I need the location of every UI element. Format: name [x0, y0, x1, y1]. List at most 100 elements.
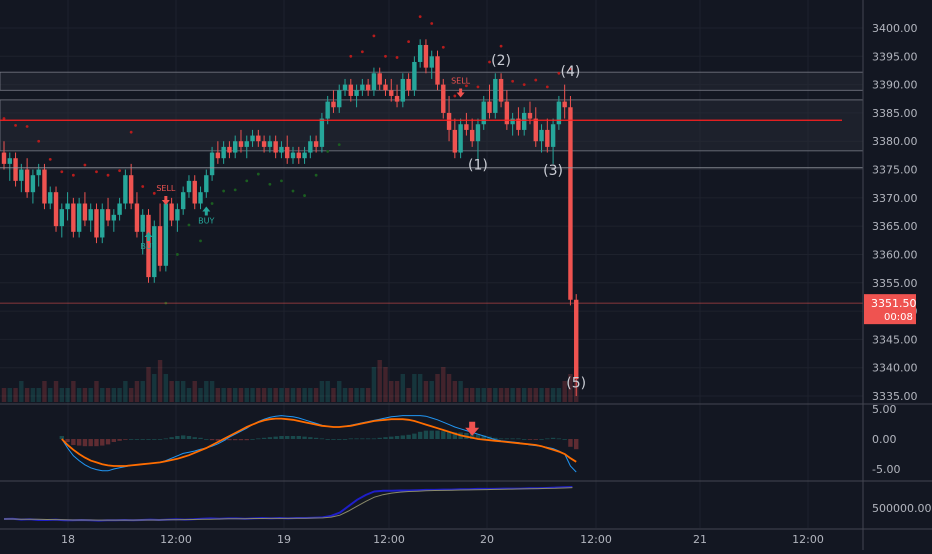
volume-bar — [394, 381, 400, 402]
sar-dot — [430, 22, 434, 25]
macd-histogram-bar — [562, 439, 567, 440]
macd-histogram-bar — [71, 439, 76, 445]
price-tick-label: 3360.00 — [872, 248, 918, 261]
macd-histogram-bar — [527, 439, 533, 440]
volume-bar — [539, 388, 544, 402]
sar-dot — [152, 191, 156, 195]
sar-dot — [441, 45, 445, 49]
macd-histogram-bar — [192, 437, 197, 439]
candle-body — [53, 192, 59, 227]
macd-histogram-bar — [533, 439, 538, 440]
candle-body — [469, 129, 475, 142]
volume-bar — [417, 374, 423, 402]
volume-bar — [88, 388, 93, 402]
macd-histogram-bar — [285, 436, 290, 439]
volume-bar — [383, 367, 388, 402]
volume-bar — [325, 381, 330, 402]
candle-body — [42, 169, 47, 204]
volume-bar — [111, 388, 117, 402]
volume-bar — [192, 381, 197, 402]
volume-bar — [290, 388, 296, 402]
candle-body — [198, 192, 203, 204]
volume-bar — [13, 388, 18, 402]
candle-body — [76, 203, 82, 232]
buy-signal-label: BUY — [140, 242, 156, 251]
volume-bar — [400, 374, 406, 402]
candle-body — [568, 107, 573, 300]
macd-histogram-bar — [261, 437, 267, 439]
candle-body — [238, 141, 244, 147]
sar-dot — [488, 60, 491, 64]
macd-histogram-bar — [331, 439, 336, 440]
last-price-label: 3351.50 — [871, 297, 917, 310]
sar-dot — [465, 84, 468, 88]
volume-bar — [458, 381, 463, 402]
price-tick-label: 3375.00 — [872, 164, 918, 177]
macd-histogram-bar — [267, 437, 273, 439]
candle-body — [186, 180, 192, 193]
volume-bar — [452, 381, 458, 402]
macd-histogram-bar — [441, 431, 446, 439]
volume-bar — [117, 388, 122, 402]
sell-arrow-icon — [161, 196, 170, 206]
macd-histogram-bar — [360, 438, 365, 440]
sar-dot — [14, 123, 17, 127]
macd-histogram-bar — [516, 438, 521, 440]
sar-dot — [83, 163, 87, 167]
macd-histogram-bar — [140, 439, 145, 440]
macd-histogram-bar — [273, 436, 278, 439]
sar-dot — [233, 188, 237, 192]
candle-body — [383, 84, 388, 91]
volume-bar — [545, 388, 550, 402]
volume-bar — [186, 388, 192, 402]
candle-body — [539, 129, 544, 142]
candle-body — [510, 118, 515, 125]
sar-dot — [511, 79, 515, 83]
volume-bar — [522, 388, 527, 402]
macd-histogram-bar — [308, 437, 313, 439]
wave-label: (3) — [543, 163, 563, 179]
candle-body — [400, 78, 406, 102]
volume-bar — [53, 381, 59, 402]
candle-body — [175, 209, 180, 221]
volume-bar — [146, 367, 151, 402]
candle-body — [233, 141, 238, 153]
wave-label: (1) — [468, 158, 488, 174]
volume-bar — [562, 381, 567, 402]
sar-dot — [407, 40, 410, 43]
macd-histogram-bar — [296, 436, 301, 439]
sar-dot — [37, 139, 41, 143]
candle-body — [296, 152, 301, 159]
volume-bar — [94, 381, 99, 402]
candle-body — [24, 169, 30, 193]
sar-dot — [418, 15, 422, 19]
candle-body — [331, 101, 336, 108]
candle-body — [30, 175, 36, 193]
volume-bar — [377, 360, 382, 402]
last-price-box — [864, 294, 916, 325]
price-zones — [0, 71, 864, 152]
candle-body — [256, 135, 261, 142]
sar-dot — [360, 50, 364, 54]
price-tick-label: 3390.00 — [872, 79, 918, 92]
price-tick-label: 3380.00 — [872, 135, 918, 148]
macd-histogram-bar — [65, 439, 70, 442]
candle-body — [417, 44, 423, 62]
candle-body — [105, 209, 111, 221]
candle-body — [441, 84, 446, 113]
candle-body — [493, 78, 498, 113]
candle-body — [152, 226, 157, 278]
candle-body — [545, 129, 550, 147]
volume-bar — [302, 388, 307, 402]
macd-histogram-bar — [94, 439, 99, 447]
sell-arrow-icon — [465, 421, 480, 436]
macd-histogram-bar — [342, 439, 348, 440]
candle-body — [134, 203, 140, 232]
candle-body — [71, 203, 76, 232]
macd-histogram-bar — [498, 438, 504, 440]
buy-arrow-icon — [144, 231, 153, 241]
obv-tick-label: 500000.00 — [872, 502, 932, 515]
volume-bar — [267, 388, 273, 402]
sar-dot — [95, 170, 98, 174]
